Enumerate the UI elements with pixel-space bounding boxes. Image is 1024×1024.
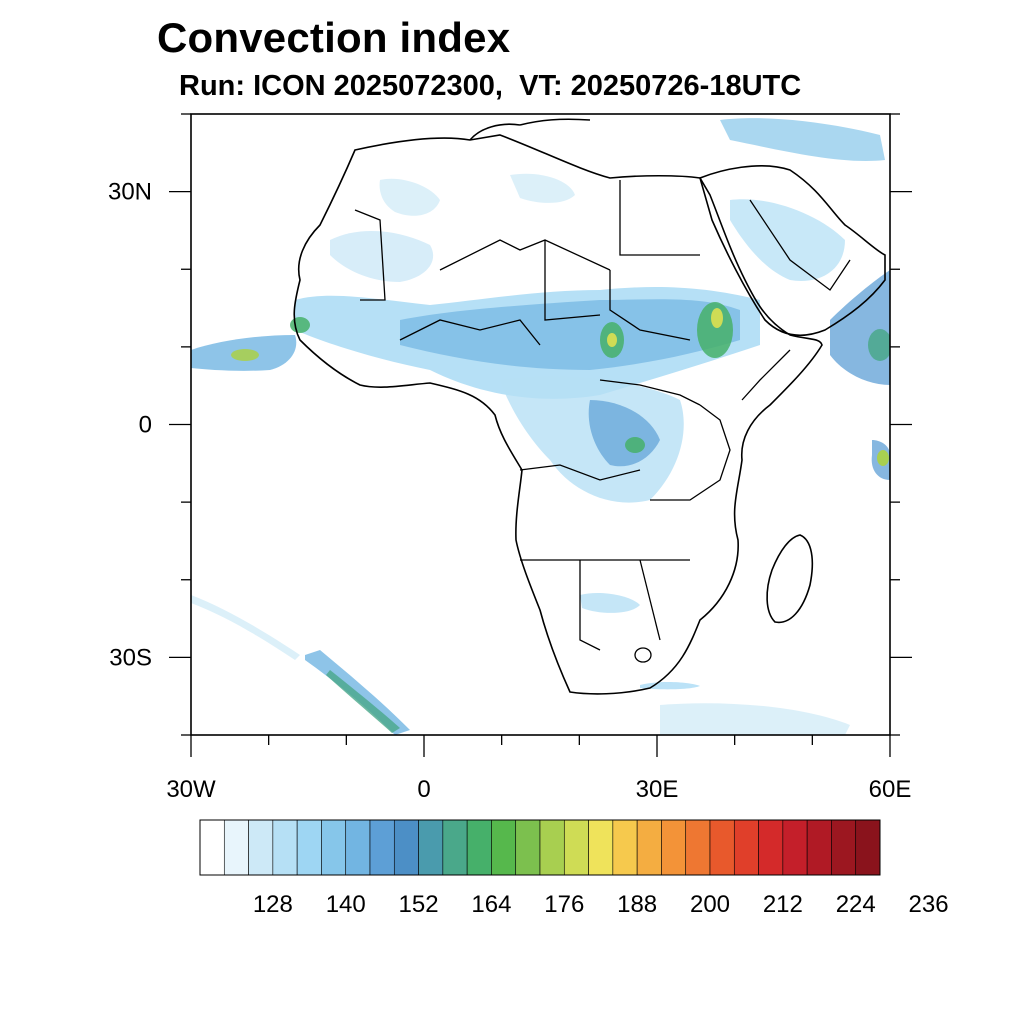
colorbar-swatch [491,819,517,876]
country-borders [354,180,851,663]
convection-frontal-trail [191,595,300,660]
map-axes: 30N 0 30S 30W 0 30E 60E [108,113,912,803]
colorbar-swatch [296,819,322,876]
coastlines [293,118,886,695]
lon-tick-label: 0 [417,776,430,803]
convection-hotspot-congo [625,437,645,453]
colorbar-swatch [321,819,347,876]
chart-title: Convection index [157,14,511,61]
convection-sahara [330,230,434,282]
colorbar-label: 140 [326,891,366,918]
arabia-coastline [699,165,886,336]
border-arabia [749,199,851,291]
convection-hotspot-sudan-peak [607,333,617,347]
convection-med [720,118,885,161]
colorbar-swatch [369,819,395,876]
med-coast [469,118,591,141]
madagascar-coastline [766,534,814,624]
convection-frontal-core [326,670,400,733]
border-egypt-sudan [619,180,700,256]
convection-arabian-sea [830,270,890,385]
lon-tick-label: 30W [166,776,216,803]
convection-hotspot-guinea [290,317,310,333]
lon-tick-label: 60E [869,776,912,803]
border-west-africa [399,319,541,346]
lon-tick-label: 30E [636,776,679,803]
colorbar-swatch [442,819,468,876]
colorbar-swatch [466,819,492,876]
convection-arabia [730,199,845,281]
convection-hotspot-ethiopia-peak [711,308,723,328]
border-lesotho [634,647,652,663]
convection-sahel-core [400,299,740,370]
colorbar-swatch [855,819,881,876]
border-botswana [639,559,661,641]
colorbar-swatch [418,819,444,876]
colorbar-swatch [758,819,784,876]
colorbar-label: 212 [763,891,803,918]
convection-hotspot-indian [877,450,889,466]
colorbar-swatch [661,819,687,876]
convection-southern-ocean [660,703,850,735]
colorbar-swatch [515,819,541,876]
colorbar-label: 224 [836,891,876,918]
colorbar-swatch [709,819,735,876]
colorbar-swatch [393,819,419,876]
border-horn [741,349,791,401]
colorbar-swatch [563,819,589,876]
colorbar-swatch [199,819,225,876]
border-east-africa [650,404,731,501]
colorbar: 128 140 152 164 176 188 200 212 224 236 [199,819,949,918]
colorbar-swatch [248,819,274,876]
convection-sahara-3 [510,173,575,203]
colorbar-label: 164 [471,891,511,918]
chart-subtitle: Run: ICON 2025072300, VT: 20250726-18UTC [179,70,802,102]
lat-tick-label: 30S [109,644,152,671]
convection-south [580,593,640,613]
colorbar-frame [199,819,881,876]
colorbar-label: 128 [253,891,293,918]
colorbar-swatch [733,819,759,876]
border-sahel-north [439,239,611,271]
border-central [599,379,701,406]
border-mauritania [354,209,386,301]
colorbar-label: 200 [690,891,730,918]
colorbar-label: 236 [909,891,949,918]
colorbar-swatch [782,819,808,876]
colorbar-swatch [223,819,249,876]
colorbar-swatch [272,819,298,876]
colorbar-swatch [539,819,565,876]
africa-coastline [293,134,823,695]
convection-hotspot-arabian-sea [868,329,890,361]
lat-tick-label: 0 [139,412,152,439]
colorbar-swatch [685,819,711,876]
convection-hotspot-atlantic [231,349,259,361]
convection-field [191,118,890,735]
border-chad [544,240,601,321]
border-sudan-south [609,270,691,341]
colorbar-swatch [612,819,638,876]
convection-sahara-2 [379,178,440,216]
colorbar-label: 188 [617,891,657,918]
colorbar-label: 152 [399,891,439,918]
lat-tick-label: 30N [108,179,152,206]
colorbar-swatch [345,819,371,876]
colorbar-swatch [588,819,614,876]
colorbar-label: 176 [544,891,584,918]
colorbar-swatch [636,819,662,876]
colorbar-swatch [831,819,857,876]
border-congo-south [519,464,641,481]
border-namibia [579,560,601,651]
colorbar-swatch [806,819,832,876]
convection-hotspot-ethiopia [697,302,733,358]
